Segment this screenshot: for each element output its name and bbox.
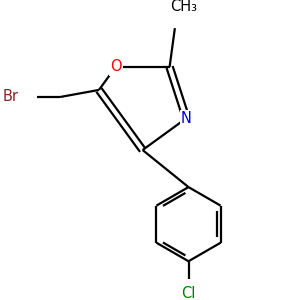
Text: O: O xyxy=(110,59,122,74)
Text: N: N xyxy=(181,111,192,126)
Text: Cl: Cl xyxy=(181,286,196,300)
Text: CH₃: CH₃ xyxy=(170,0,197,14)
Text: Br: Br xyxy=(3,89,19,104)
